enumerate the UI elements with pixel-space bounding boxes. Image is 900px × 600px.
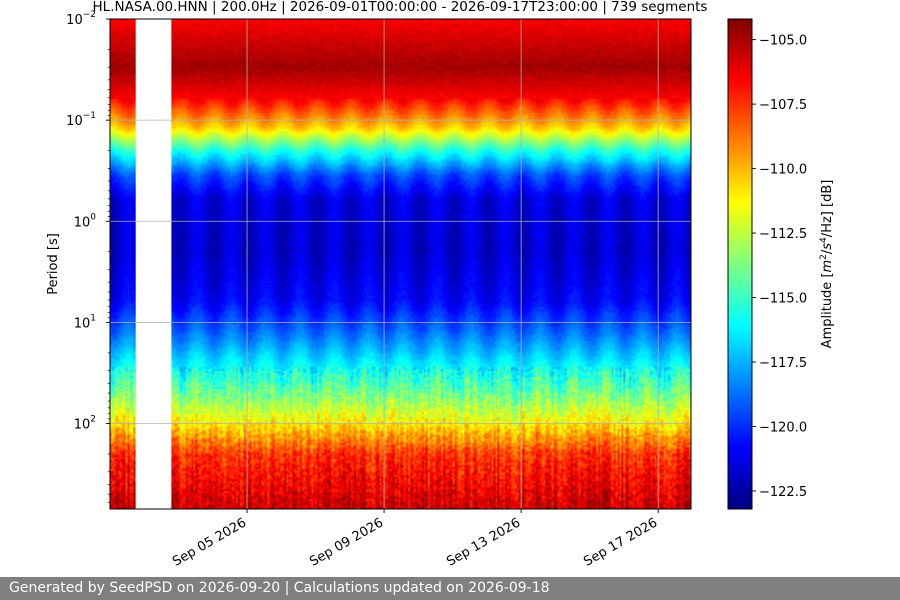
y-tick-label: 101	[74, 313, 96, 331]
x-axis: Sep 05 2026 Sep 09 2026 Sep 13 2026 Sep 17 …	[170, 509, 660, 570]
colorbar-label: Amplitude [m2/s4/Hz] [dB]	[819, 180, 835, 349]
y-minor-ticks	[107, 49, 110, 503]
colorbar-tick-label: −110.0	[759, 163, 807, 178]
colorbar-ticks: −105.0 −107.5 −110.0 −112.5 −115.0 −117.5 −120…	[752, 34, 807, 500]
colorbar	[727, 18, 753, 510]
colorbar-tick-label: −115.0	[759, 292, 807, 307]
colorbar-tick-label: −120.0	[759, 420, 807, 435]
y-tick-label: 10−2	[66, 10, 96, 28]
x-tick-label: Sep 17 2026	[581, 515, 660, 569]
y-axis-label: Period [s]	[46, 233, 61, 295]
plot-frame	[109, 18, 692, 510]
footer-text: Generated by SeedPSD on 2026-09-20 | Cal…	[9, 580, 550, 596]
colorbar-tick-label: −107.5	[759, 98, 807, 113]
grid-lines	[110, 18, 691, 509]
x-tick-label: Sep 09 2026	[307, 515, 386, 569]
colorbar-tick-label: −105.0	[759, 34, 807, 49]
colorbar-tick-label: −122.5	[759, 485, 807, 500]
spectrogram-heatmap	[110, 19, 691, 509]
chart-title: HL.NASA.00.HNN | 200.0Hz | 2026-09-01T00…	[93, 0, 708, 15]
data-gap	[135, 19, 172, 509]
y-tick-exponent: 1	[90, 313, 96, 323]
y-tick-label: 100	[74, 212, 97, 230]
colorbar-tick-label: −112.5	[759, 227, 807, 242]
colorbar-tick-label: −117.5	[759, 356, 807, 371]
x-tick-label: Sep 05 2026	[170, 515, 249, 569]
y-tick-label: 102	[74, 415, 96, 433]
y-tick-exponent: 0	[90, 212, 96, 222]
y-tick-exponent: 2	[90, 415, 96, 425]
y-tick-exponent: −1	[83, 111, 96, 121]
y-tick-label: 10−1	[66, 111, 96, 129]
footer-bar: Generated by SeedPSD on 2026-09-20 | Cal…	[0, 577, 900, 600]
x-tick-label: Sep 13 2026	[444, 515, 523, 569]
y-tick-exponent: −2	[83, 10, 96, 20]
spectrogram-figure: HL.NASA.00.HNN | 200.0Hz | 2026-09-01T00…	[46, 0, 835, 570]
